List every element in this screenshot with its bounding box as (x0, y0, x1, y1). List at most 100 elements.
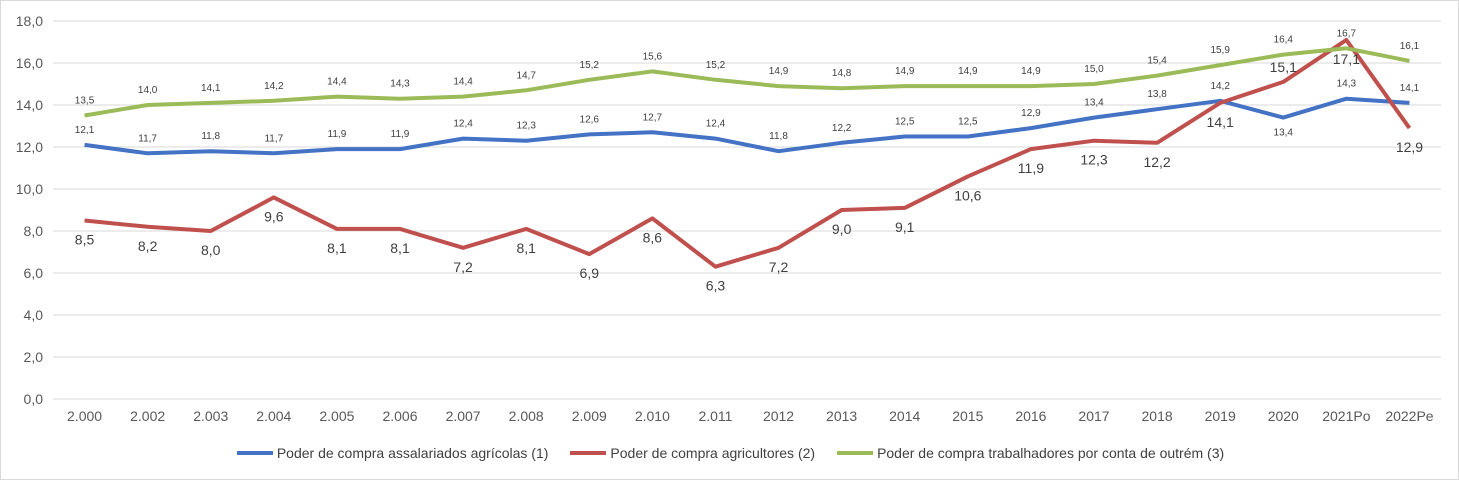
y-tick-label: 16,0 (16, 55, 43, 71)
series-line-1 (84, 37, 1412, 269)
data-label: 11,9 (328, 129, 347, 140)
data-label: 17,1 (1333, 51, 1360, 67)
data-label: 8,1 (516, 240, 536, 256)
data-label: 14,9 (958, 66, 978, 77)
data-label: 11,8 (769, 131, 788, 142)
data-label: 12,2 (1143, 154, 1170, 170)
data-label: 8,5 (75, 232, 95, 248)
x-tick-label: 2.000 (67, 408, 102, 424)
data-label: 12,9 (1021, 108, 1041, 119)
data-label: 12,5 (958, 117, 978, 128)
x-tick-label: 2019 (1205, 408, 1236, 424)
x-tick-label: 2.009 (572, 408, 607, 424)
data-label: 8,0 (201, 242, 221, 258)
data-label: 9,0 (832, 221, 852, 237)
data-label: 12,3 (516, 121, 536, 132)
data-label: 12,4 (706, 119, 726, 130)
data-label: 14,4 (453, 77, 473, 88)
data-label: 13,4 (1084, 98, 1104, 109)
data-label: 14,9 (769, 66, 789, 77)
data-label: 13,8 (1147, 89, 1167, 100)
x-tick-label: 2020 (1268, 408, 1299, 424)
x-tick-label: 2.011 (698, 408, 732, 424)
data-label: 14,2 (264, 81, 284, 92)
data-label: 12,3 (1080, 152, 1107, 168)
data-label: 11,9 (391, 129, 410, 140)
x-tick-label: 2017 (1078, 408, 1109, 424)
y-tick-label: 12,0 (16, 139, 43, 155)
data-label: 15,4 (1147, 56, 1167, 67)
data-label: 12,6 (580, 114, 600, 125)
data-label: 14,1 (1400, 83, 1420, 94)
x-tick-label: 2.005 (319, 408, 354, 424)
data-label: 15,9 (1210, 45, 1230, 56)
data-label: 14,3 (1337, 79, 1357, 90)
data-label: 14,1 (1207, 114, 1234, 130)
x-tick-label: 2.002 (130, 408, 165, 424)
x-tick-label: 2.008 (509, 408, 544, 424)
data-label: 8,2 (138, 238, 158, 254)
legend-label: Poder de compra assalariados agrícolas (… (276, 445, 549, 461)
data-label: 14,4 (327, 77, 347, 88)
data-label: 8,6 (643, 229, 663, 245)
x-tick-label: 2014 (889, 408, 920, 424)
data-label: 15,2 (580, 60, 600, 71)
x-tick-label: 2.006 (382, 408, 417, 424)
data-label: 10,6 (954, 187, 981, 203)
data-label: 11,9 (1018, 160, 1044, 176)
data-label: 14,3 (390, 79, 410, 90)
legend-label: Poder de compra agricultores (2) (610, 445, 816, 461)
data-label: 11,7 (264, 133, 283, 144)
data-label: 9,1 (895, 219, 915, 235)
data-label: 7,2 (453, 259, 473, 275)
data-label: 14,0 (138, 85, 158, 96)
x-tick-label: 2.004 (256, 408, 291, 424)
y-tick-label: 4,0 (24, 307, 44, 323)
data-label: 8,1 (390, 240, 410, 256)
legend: Poder de compra assalariados agrícolas (… (1, 445, 1458, 461)
data-label: 6,9 (580, 265, 600, 281)
x-tick-label: 2021Po (1322, 408, 1370, 424)
x-tick-label: 2016 (1015, 408, 1046, 424)
legend-item-assalariados: Poder de compra assalariados agrícolas (… (236, 445, 549, 461)
x-tick-label: 2012 (763, 408, 794, 424)
data-label: 12,2 (832, 123, 852, 134)
data-label: 12,7 (643, 112, 663, 123)
data-label: 11,7 (138, 133, 157, 144)
series-line-2 (84, 46, 1410, 118)
data-label: 11,8 (201, 131, 220, 142)
y-tick-label: 14,0 (16, 97, 43, 113)
legend-swatch (236, 451, 273, 455)
data-label: 12,9 (1396, 139, 1423, 155)
y-tick-label: 18,0 (16, 13, 43, 29)
data-label: 16,4 (1274, 35, 1294, 46)
legend-swatch (570, 451, 607, 455)
legend-item-agricultores: Poder de compra agricultores (2) (570, 445, 815, 461)
data-label: 9,6 (264, 208, 284, 224)
y-tick-label: 0,0 (24, 391, 44, 407)
data-label: 15,0 (1084, 64, 1104, 75)
data-label: 14,9 (895, 66, 915, 77)
data-label: 15,2 (706, 60, 726, 71)
y-tick-label: 2,0 (24, 349, 44, 365)
x-tick-label: 2018 (1142, 408, 1173, 424)
data-label: 12,5 (895, 117, 915, 128)
x-tick-label: 2013 (826, 408, 857, 424)
data-label: 14,9 (1021, 66, 1041, 77)
x-tick-label: 2.007 (446, 408, 481, 424)
data-label: 15,1 (1270, 59, 1297, 75)
legend-swatch (837, 451, 874, 455)
data-label: 16,1 (1400, 41, 1420, 52)
data-label: 14,2 (1210, 81, 1230, 92)
data-label: 14,1 (201, 83, 221, 94)
x-tick-label: 2015 (952, 408, 983, 424)
series-line-0 (84, 96, 1410, 156)
data-label: 15,6 (643, 51, 663, 62)
x-tick-label: 2.010 (635, 408, 670, 424)
data-label: 6,3 (706, 278, 726, 294)
x-tick-label: 2.003 (193, 408, 228, 424)
legend-label: Poder de compra trabalhadores por conta … (877, 445, 1225, 461)
data-label: 12,4 (453, 119, 473, 130)
y-tick-label: 6,0 (24, 265, 44, 281)
